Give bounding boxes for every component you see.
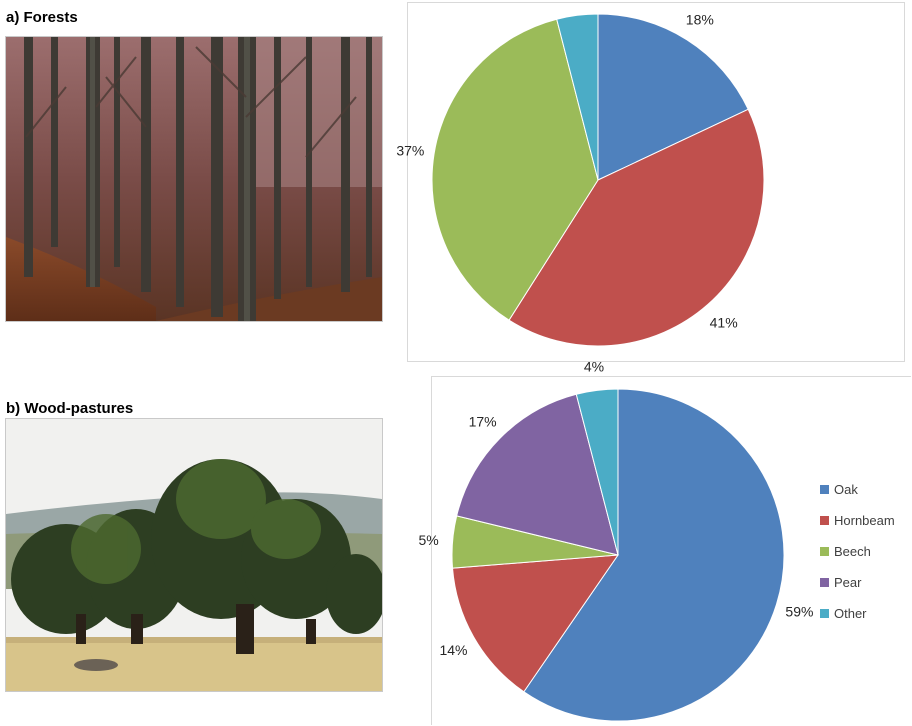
legend-swatch-hornbeam	[820, 516, 829, 525]
pie-slice-beech	[431, 18, 599, 321]
pie-slice-pear	[456, 393, 619, 556]
wood-pasture-photo	[5, 418, 383, 692]
data-label-other: 4%	[584, 359, 604, 375]
data-label-beech: 5%	[418, 532, 438, 548]
pie-slice-hornbeam	[508, 108, 765, 347]
legend-label-oak: Oak	[834, 482, 858, 497]
pie-slice-oak	[523, 388, 785, 722]
data-label-pear: 17%	[469, 414, 497, 430]
data-label-hornbeam: 41%	[710, 315, 738, 331]
panel-b-label: b) Wood-pastures	[6, 400, 134, 417]
data-label-oak: 18%	[686, 12, 714, 28]
legend-swatch-pear	[820, 578, 829, 587]
legend-swatch-other	[820, 609, 829, 618]
chart-legend: Oak Hornbeam Beech Pear Other	[820, 482, 895, 621]
legend-label-hornbeam: Hornbeam	[834, 513, 895, 528]
data-label-hornbeam: 14%	[439, 642, 467, 658]
data-label-beech: 37%	[396, 142, 424, 158]
pie-slice-other	[556, 13, 599, 181]
panel-a-label: a) Forests	[6, 9, 78, 26]
pie-slice-hornbeam	[451, 554, 620, 693]
legend-label-pear: Pear	[834, 575, 862, 590]
legend-swatch-oak	[820, 485, 829, 494]
legend-label-beech: Beech	[834, 544, 871, 559]
pie-slice-other	[575, 388, 619, 556]
forest-photo	[5, 36, 383, 322]
pie-slice-oak	[597, 13, 749, 181]
legend-swatch-beech	[820, 547, 829, 556]
wood-pasture-pie-chart: 59% 14% 5% 17% 4%	[418, 359, 813, 722]
legend-label-other: Other	[834, 606, 867, 621]
data-label-oak: 59%	[785, 603, 813, 619]
forest-pie-chart: 18%41%37%4%	[396, 12, 765, 347]
